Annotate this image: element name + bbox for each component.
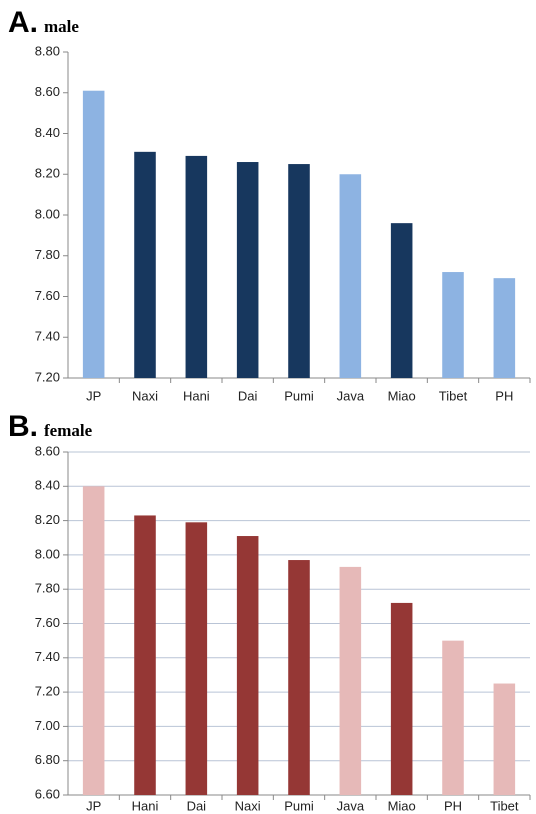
x-tick-label: Hani xyxy=(183,388,210,403)
panel-label: B. xyxy=(8,410,38,443)
x-tick-label: JP xyxy=(86,388,101,403)
x-tick-label: Java xyxy=(337,388,365,403)
panel-label: A. xyxy=(8,6,38,39)
y-tick-label: 8.60 xyxy=(35,443,60,458)
x-tick-label: Miao xyxy=(388,798,416,813)
x-tick-label: Java xyxy=(337,798,365,813)
y-tick-label: 8.20 xyxy=(35,166,60,181)
x-tick-label: Tibet xyxy=(439,388,468,403)
bar xyxy=(493,278,516,378)
bar xyxy=(288,164,310,378)
bar xyxy=(185,522,208,795)
bar xyxy=(134,151,156,378)
y-tick-label: 7.80 xyxy=(35,581,60,596)
x-tick-label: Pumi xyxy=(284,798,314,813)
bar xyxy=(236,162,259,378)
y-tick-label: 6.80 xyxy=(35,752,60,767)
bar xyxy=(442,272,464,378)
x-tick-label: Dai xyxy=(187,798,207,813)
x-tick-label: Hani xyxy=(132,798,159,813)
y-tick-label: 8.20 xyxy=(35,512,60,527)
bar xyxy=(82,486,105,795)
y-tick-label: 8.00 xyxy=(35,546,60,561)
x-tick-label: Tibet xyxy=(490,798,519,813)
bar xyxy=(493,683,516,795)
y-tick-label: 7.20 xyxy=(35,684,60,699)
y-tick-label: 7.40 xyxy=(35,649,60,664)
bar xyxy=(82,90,105,379)
x-tick-label: PH xyxy=(444,798,462,813)
chart-title: male xyxy=(44,17,79,36)
y-tick-label: 6.60 xyxy=(35,786,60,801)
bar xyxy=(134,515,156,795)
chart-title: female xyxy=(44,421,93,440)
x-tick-label: Miao xyxy=(388,388,416,403)
x-tick-label: JP xyxy=(86,798,101,813)
x-tick-label: Dai xyxy=(238,388,258,403)
x-tick-label: Naxi xyxy=(132,388,158,403)
y-tick-label: 7.60 xyxy=(35,615,60,630)
y-tick-label: 7.40 xyxy=(35,329,60,344)
y-tick-label: 7.80 xyxy=(35,247,60,262)
y-tick-label: 8.60 xyxy=(35,84,60,99)
y-tick-label: 7.60 xyxy=(35,288,60,303)
y-tick-label: 7.20 xyxy=(35,369,60,384)
bar xyxy=(185,155,208,378)
bar xyxy=(236,536,259,795)
y-tick-label: 8.00 xyxy=(35,206,60,221)
bar xyxy=(390,602,413,795)
bar xyxy=(339,174,362,378)
x-tick-label: Naxi xyxy=(235,798,261,813)
y-tick-label: 7.00 xyxy=(35,718,60,733)
y-tick-label: 8.40 xyxy=(35,478,60,493)
bar xyxy=(390,223,413,378)
bar xyxy=(288,560,310,795)
bar xyxy=(339,566,362,795)
bar xyxy=(442,640,464,795)
y-tick-label: 8.40 xyxy=(35,125,60,140)
y-tick-label: 8.80 xyxy=(35,43,60,58)
x-tick-label: PH xyxy=(495,388,513,403)
x-tick-label: Pumi xyxy=(284,388,314,403)
